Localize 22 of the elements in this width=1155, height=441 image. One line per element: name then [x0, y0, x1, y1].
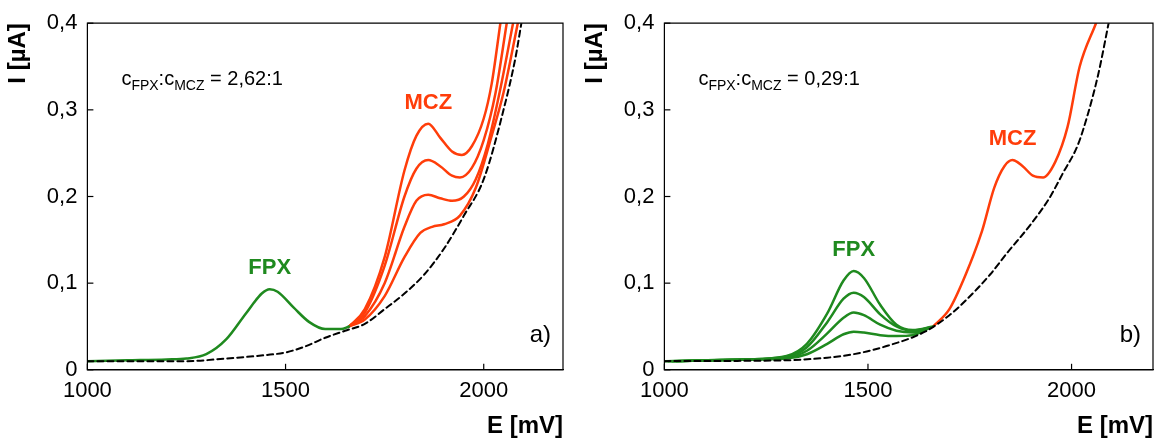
x-axis-title: E [mV]: [486, 411, 563, 439]
y-tick-label: 0,2: [46, 182, 78, 208]
y-axis-title: I [µA]: [3, 23, 31, 84]
y-tick-label: 0,1: [46, 269, 78, 295]
y-tick-label: 0,2: [623, 182, 655, 208]
y-tick-label: 0,3: [46, 95, 78, 121]
x-axis-title: E [mV]: [1076, 411, 1153, 439]
x-tick-label: 1500: [261, 377, 311, 403]
y-tick-label: 0,1: [623, 269, 655, 295]
series-label: MCZ: [988, 125, 1037, 151]
y-tick-label: 0,3: [623, 95, 655, 121]
annotation: a): [529, 319, 551, 347]
annotation: b): [1119, 319, 1141, 347]
y-axis-title: I [µA]: [580, 23, 608, 84]
x-tick-label: 2000: [1047, 377, 1097, 403]
x-tick-label: 2000: [459, 377, 509, 403]
series-label: FPX: [832, 236, 876, 262]
series-label: FPX: [248, 254, 292, 280]
y-tick-label: 0,4: [623, 9, 655, 35]
x-tick-label: 1500: [843, 377, 893, 403]
y-tick-label: 0,4: [46, 9, 78, 35]
series-label: MCZ: [404, 88, 453, 114]
